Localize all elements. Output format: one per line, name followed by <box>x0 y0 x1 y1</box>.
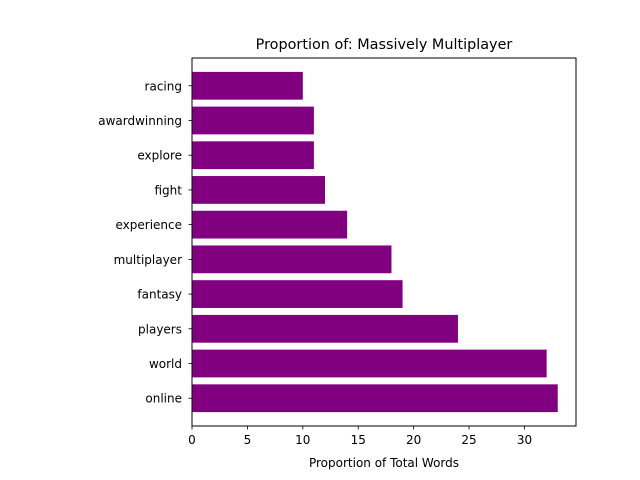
y-tick-label: world <box>149 357 182 371</box>
y-tick-label: racing <box>145 79 182 93</box>
x-tick-label: 5 <box>244 433 252 447</box>
y-tick-label: fantasy <box>137 288 182 302</box>
y-tick-label: awardwinning <box>98 114 182 128</box>
x-tick-label: 25 <box>461 433 476 447</box>
y-tick-label: multiplayer <box>114 253 182 267</box>
x-tick-label: 30 <box>517 433 532 447</box>
x-axis-ticks: 0 5 10 15 20 25 30 <box>188 426 532 447</box>
bar-fantasy <box>192 280 403 308</box>
chart-title: Proportion of: Massively Multiplayer <box>256 37 513 53</box>
plot-frame <box>191 57 577 427</box>
bar-online <box>192 384 558 413</box>
x-axis-label: Proportion of Total Words <box>309 456 459 470</box>
x-tick-label: 20 <box>406 433 421 447</box>
bar-fight <box>192 176 325 204</box>
bar-multiplayer <box>192 245 392 274</box>
y-axis-ticks: online world players fantasy multiplayer expe… <box>98 79 192 406</box>
y-tick-label: experience <box>115 218 182 232</box>
bar-explore <box>192 141 314 170</box>
y-tick-label: fight <box>155 183 183 197</box>
bar-experience <box>192 210 348 239</box>
x-tick-label: 10 <box>295 433 310 447</box>
y-tick-label: explore <box>137 149 182 163</box>
bars-layer <box>192 71 558 413</box>
bar-players <box>192 314 458 343</box>
x-tick-label: 15 <box>351 433 366 447</box>
y-tick-label: online <box>145 392 182 406</box>
y-tick-label: players <box>138 322 182 336</box>
bar-racing <box>192 71 303 100</box>
x-tick-label: 0 <box>188 433 196 447</box>
bar-awardwinning <box>192 106 314 135</box>
bar-world <box>192 349 547 378</box>
